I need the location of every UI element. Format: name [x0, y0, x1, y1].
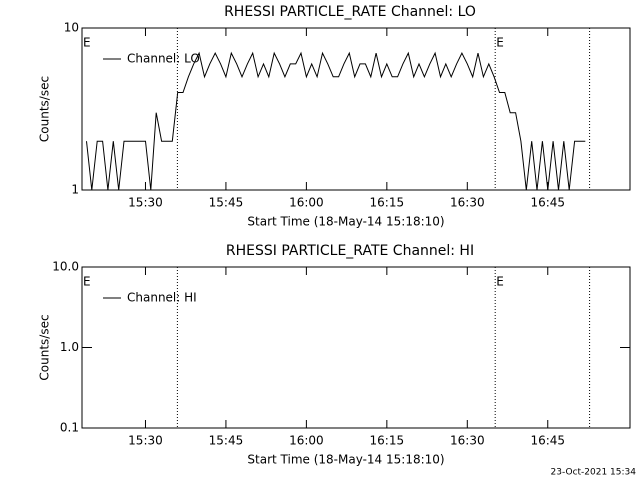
x-tick-label: 16:45 — [530, 434, 565, 448]
chart-title: RHESSI PARTICLE_RATE Channel: HI — [226, 243, 474, 259]
x-tick-label: 16:00 — [289, 196, 324, 210]
x-tick-label: 15:45 — [209, 196, 244, 210]
annotation: E — [496, 36, 504, 50]
y-tick-label: 1.0 — [60, 340, 79, 354]
legend-label: Channel: HI — [127, 291, 197, 305]
y-tick-label: 10 — [64, 21, 79, 35]
y-tick-label: 1 — [71, 183, 79, 197]
annotation: E — [496, 275, 504, 289]
footer: 23-Oct-2021 15:34 — [551, 468, 637, 478]
annotation: E — [83, 275, 91, 289]
x-axis-label: Start Time (18-May-14 15:18:10) — [247, 453, 444, 467]
x-tick-label: 16:15 — [370, 196, 405, 210]
x-tick-label: 15:30 — [128, 434, 163, 448]
x-tick-label: 16:15 — [370, 434, 405, 448]
x-tick-label: 16:30 — [450, 434, 485, 448]
x-tick-label: 16:30 — [450, 196, 485, 210]
legend-label: Channel: LO — [127, 52, 200, 66]
data-line — [86, 51, 586, 191]
x-tick-label: 16:45 — [530, 196, 565, 210]
annotation: E — [83, 36, 91, 50]
x-tick-label: 16:00 — [289, 434, 324, 448]
x-tick-label: 15:45 — [209, 434, 244, 448]
x-axis-label: Start Time (18-May-14 15:18:10) — [247, 215, 444, 229]
y-tick-label: 10.0 — [52, 260, 79, 274]
chart-title: RHESSI PARTICLE_RATE Channel: LO — [224, 4, 476, 20]
x-tick-label: 15:30 — [128, 196, 163, 210]
y-axis-label: Counts/sec — [38, 76, 52, 142]
plot-frame — [81, 27, 631, 191]
y-axis-label: Counts/sec — [38, 314, 52, 380]
y-tick-label: 0.1 — [60, 421, 79, 435]
